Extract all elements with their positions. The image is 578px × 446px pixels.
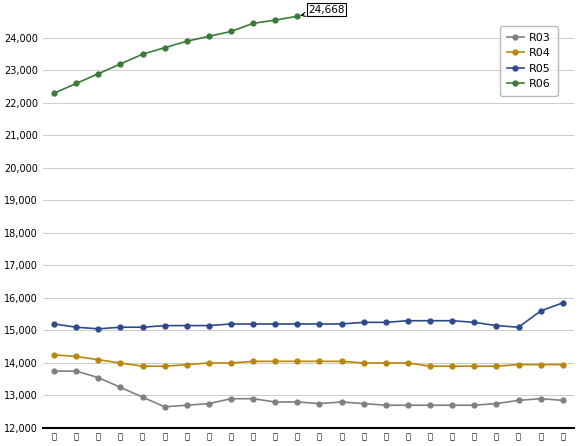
R03 bbox=[449, 403, 455, 408]
R06 bbox=[51, 91, 58, 96]
R06 bbox=[139, 52, 146, 57]
R03 bbox=[73, 368, 80, 374]
Line: R06: R06 bbox=[51, 14, 300, 95]
R03 bbox=[515, 398, 522, 403]
R04 bbox=[139, 363, 146, 369]
R06 bbox=[161, 45, 168, 50]
Line: R05: R05 bbox=[51, 301, 565, 331]
R04 bbox=[405, 360, 412, 366]
R06 bbox=[117, 61, 124, 66]
R05 bbox=[427, 318, 434, 323]
R05 bbox=[139, 325, 146, 330]
R05 bbox=[316, 321, 323, 326]
R05 bbox=[449, 318, 455, 323]
R03 bbox=[183, 403, 190, 408]
R06 bbox=[272, 17, 279, 23]
Line: R04: R04 bbox=[51, 352, 565, 369]
R04 bbox=[183, 362, 190, 367]
R04 bbox=[427, 363, 434, 369]
R04 bbox=[117, 360, 124, 366]
R04 bbox=[449, 363, 455, 369]
R05 bbox=[493, 323, 500, 328]
R03 bbox=[560, 398, 566, 403]
R04 bbox=[471, 363, 478, 369]
R03 bbox=[427, 403, 434, 408]
R04 bbox=[316, 359, 323, 364]
R04 bbox=[515, 362, 522, 367]
R04 bbox=[360, 360, 367, 366]
R05 bbox=[515, 325, 522, 330]
R04 bbox=[73, 354, 80, 359]
R06 bbox=[228, 29, 235, 34]
R05 bbox=[338, 321, 345, 326]
R05 bbox=[95, 326, 102, 331]
R06 bbox=[294, 13, 301, 19]
R06 bbox=[205, 33, 212, 39]
R03 bbox=[51, 368, 58, 374]
R03 bbox=[205, 401, 212, 406]
R03 bbox=[383, 403, 390, 408]
R05 bbox=[560, 300, 566, 306]
R05 bbox=[117, 325, 124, 330]
R04 bbox=[383, 360, 390, 366]
R03 bbox=[117, 384, 124, 390]
R04 bbox=[228, 360, 235, 366]
R03 bbox=[161, 404, 168, 409]
R05 bbox=[360, 320, 367, 325]
R03 bbox=[250, 396, 257, 401]
Text: 24,668: 24,668 bbox=[301, 4, 345, 17]
R04 bbox=[294, 359, 301, 364]
R06 bbox=[95, 71, 102, 76]
R03 bbox=[228, 396, 235, 401]
R04 bbox=[537, 362, 544, 367]
R04 bbox=[272, 359, 279, 364]
R05 bbox=[228, 321, 235, 326]
R05 bbox=[537, 308, 544, 314]
R05 bbox=[272, 321, 279, 326]
R04 bbox=[250, 359, 257, 364]
R05 bbox=[250, 321, 257, 326]
R06 bbox=[250, 21, 257, 26]
R03 bbox=[294, 399, 301, 405]
R04 bbox=[95, 357, 102, 363]
R03 bbox=[95, 375, 102, 380]
R03 bbox=[272, 399, 279, 405]
R03 bbox=[537, 396, 544, 401]
R04 bbox=[51, 352, 58, 358]
R06 bbox=[183, 38, 190, 44]
R05 bbox=[383, 320, 390, 325]
R03 bbox=[316, 401, 323, 406]
R05 bbox=[183, 323, 190, 328]
R03 bbox=[493, 401, 500, 406]
R03 bbox=[405, 403, 412, 408]
R04 bbox=[338, 359, 345, 364]
R03 bbox=[139, 394, 146, 400]
R04 bbox=[161, 363, 168, 369]
R04 bbox=[205, 360, 212, 366]
R05 bbox=[205, 323, 212, 328]
R05 bbox=[294, 321, 301, 326]
R05 bbox=[51, 321, 58, 326]
R04 bbox=[560, 362, 566, 367]
R03 bbox=[471, 403, 478, 408]
R06 bbox=[73, 81, 80, 86]
Legend: R03, R04, R05, R06: R03, R04, R05, R06 bbox=[500, 26, 558, 96]
R05 bbox=[73, 325, 80, 330]
R04 bbox=[493, 363, 500, 369]
R05 bbox=[471, 320, 478, 325]
R05 bbox=[161, 323, 168, 328]
R03 bbox=[360, 401, 367, 406]
R05 bbox=[405, 318, 412, 323]
R03 bbox=[338, 399, 345, 405]
Line: R03: R03 bbox=[51, 369, 565, 409]
